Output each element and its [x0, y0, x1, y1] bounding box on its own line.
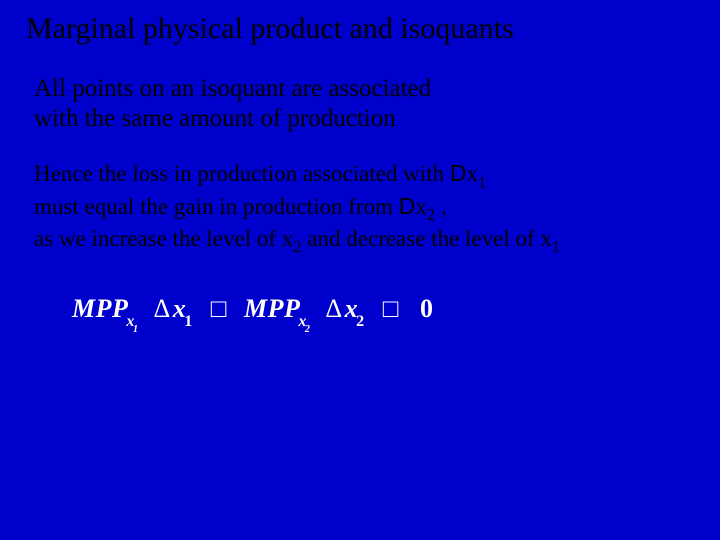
delta-icon: Δ [325, 294, 342, 323]
slide-title: Marginal physical product and isoquants [26, 12, 700, 46]
para2-l2-sub: 2 [427, 205, 435, 224]
para2-l3-sub1: 2 [293, 237, 301, 256]
eq-dx2-sub: 2 [356, 313, 365, 330]
para2-l2a: must equal the gain in production from [34, 194, 399, 219]
eq-sub2: 2 [305, 324, 311, 335]
para1-line2: with the same amount of production [34, 105, 396, 132]
para2-l1a: Hence the loss in production associated … [34, 161, 450, 186]
para2-l1-sub: 1 [478, 173, 486, 192]
para2-l2-var: x [415, 194, 427, 219]
paragraph-2: Hence the loss in production associated … [34, 159, 700, 256]
delta-icon: D [450, 160, 467, 186]
eq-x2: x2 [298, 313, 311, 330]
delta-icon: Δ [153, 294, 170, 323]
para2-l3a: as we increase the level of x [34, 226, 293, 251]
para2-l3-sub2: 1 [552, 237, 560, 256]
eq-zero: 0 [420, 294, 434, 323]
delta-icon: D [399, 193, 416, 219]
eq-x1: x1 [126, 313, 139, 330]
para2-l1-var: x [466, 161, 478, 186]
equation: MPPx1 Δx1 □ MPPx2 Δx2 □ 0 [72, 294, 700, 330]
eq-mpp1: MPP [72, 294, 128, 323]
para1-line1: All points on an isoquant are associated [34, 75, 431, 102]
para2-l2-tail: , [435, 194, 447, 219]
operator-icon: □ [211, 294, 227, 324]
eq-dx1-sub: 1 [184, 313, 193, 330]
para2-l3-mid: and decrease the level of x [302, 226, 552, 251]
paragraph-1: All points on an isoquant are associated… [34, 74, 700, 133]
eq-sub1: 1 [133, 324, 139, 335]
eq-mpp2: MPP [244, 294, 300, 323]
operator-icon: □ [383, 294, 399, 324]
